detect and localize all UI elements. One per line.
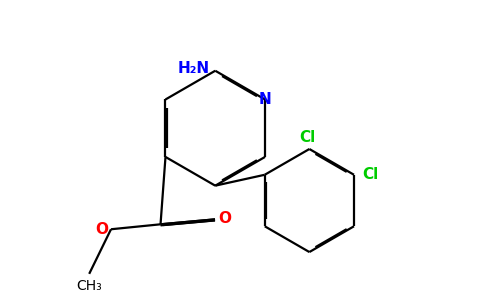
Text: Cl: Cl [299,130,316,145]
Text: O: O [95,222,108,237]
Text: N: N [258,92,272,107]
Text: Cl: Cl [362,167,378,182]
Text: CH₃: CH₃ [76,279,102,293]
Text: H₂N: H₂N [177,61,209,76]
Text: O: O [218,211,231,226]
